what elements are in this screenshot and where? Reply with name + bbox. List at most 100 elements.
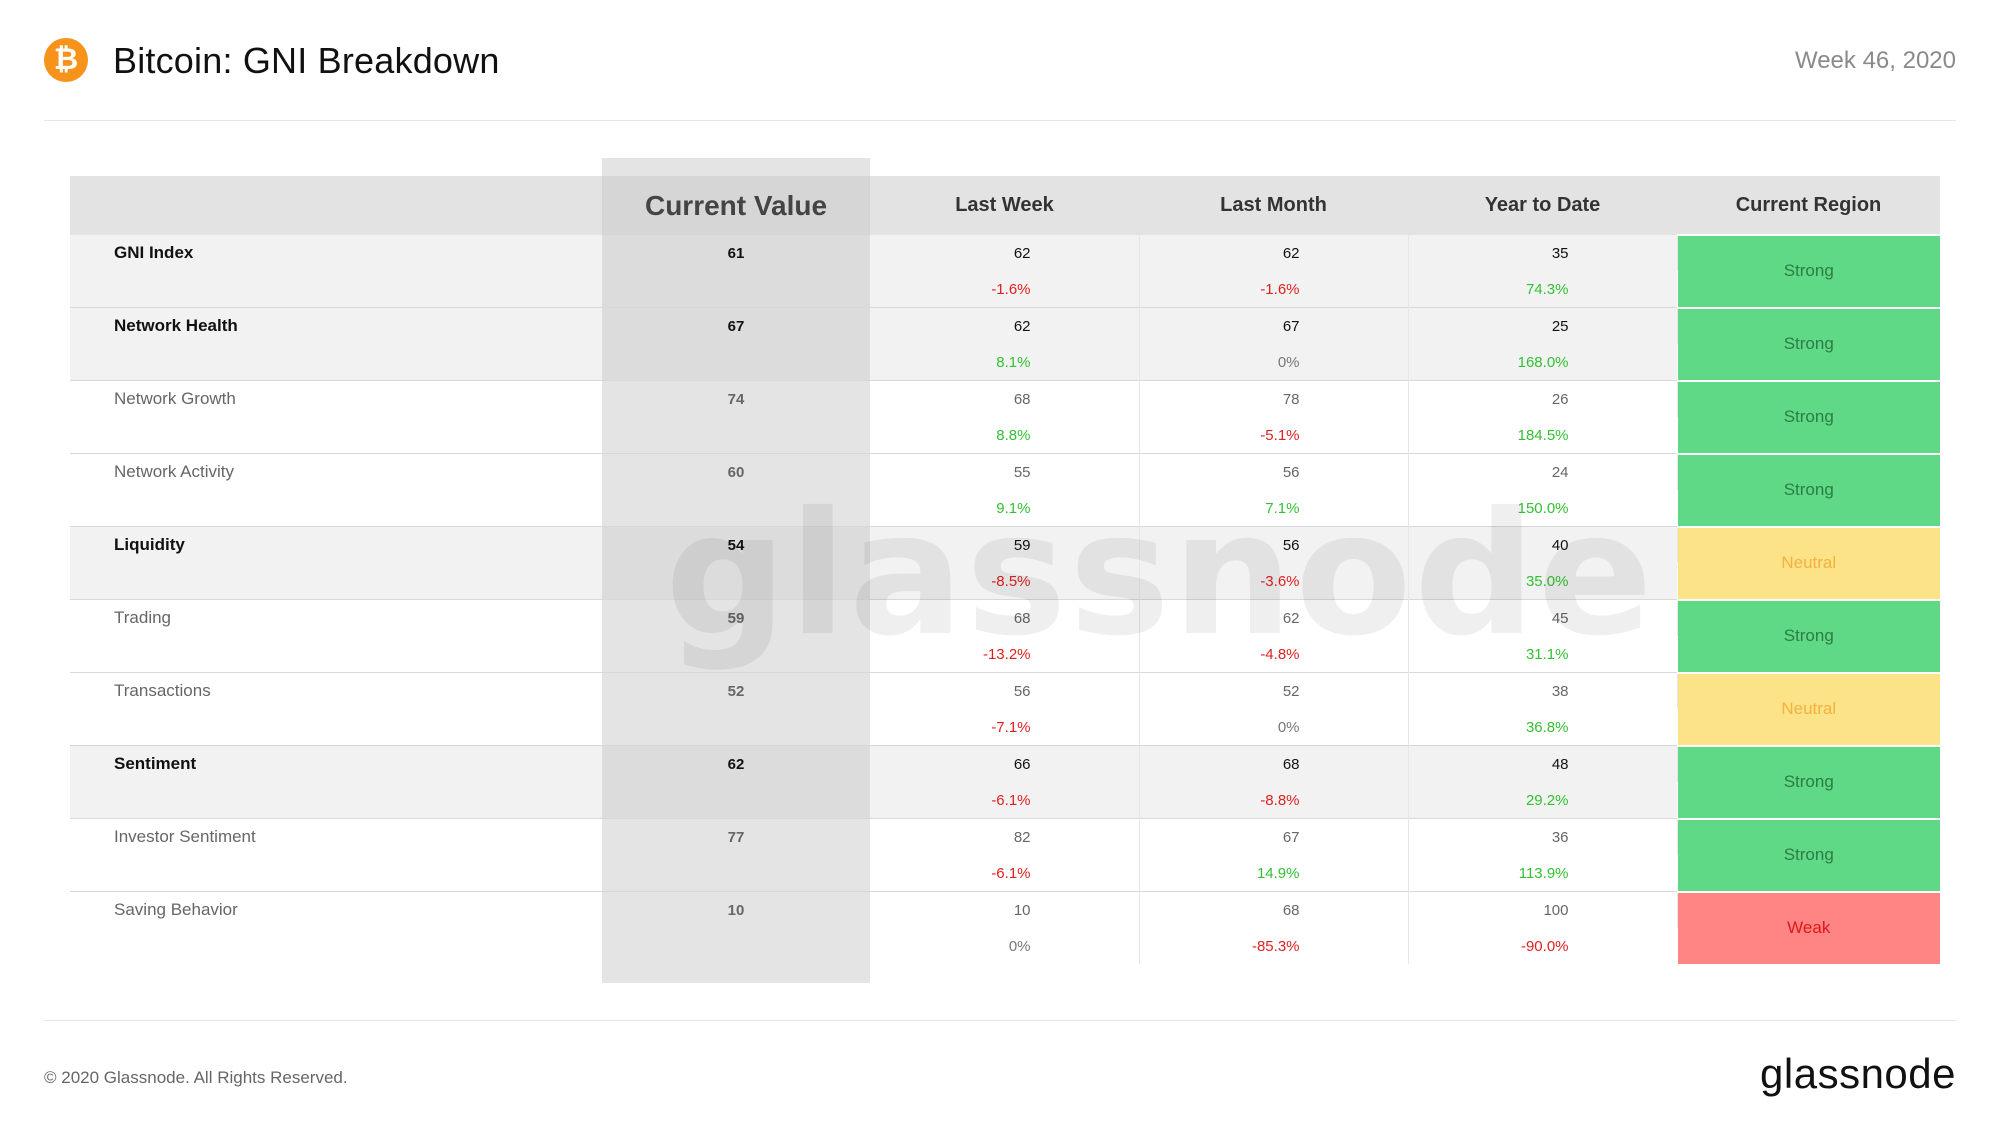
ytd-value-liquidity: 40 (1408, 526, 1678, 563)
last-month-change-network-health: 0% (1139, 344, 1409, 381)
column-header-metric (70, 176, 602, 235)
ytd-change-investor-sentiment: 113.9% (1408, 855, 1678, 892)
last-week-value-saving-behavior: 10 (870, 891, 1140, 928)
last-week-change-sentiment: -6.1% (870, 782, 1140, 819)
current-value-saving-behavior: 10 (602, 891, 870, 928)
last-week-value-sentiment: 66 (870, 745, 1140, 782)
region-badge-network-activity: Strong (1676, 452, 1940, 527)
last-month-value-trading: 62 (1139, 599, 1409, 636)
table-row-investor-sentiment: Investor Sentiment 77 82 67 36 Strong (70, 817, 1940, 892)
current-value-transactions: 52 (602, 672, 870, 709)
last-week-change-trading: -13.2% (870, 636, 1140, 673)
table-row-change-saving-behavior: 0% -85.3% -90.0% (70, 928, 1940, 964)
region-badge-trading: Strong (1676, 598, 1940, 673)
table-row-trading: Trading 59 68 62 45 Strong (70, 598, 1940, 673)
ytd-change-sentiment: 29.2% (1408, 782, 1678, 819)
last-week-value-investor-sentiment: 82 (870, 818, 1140, 855)
current-value-blank-gni-index (602, 271, 870, 308)
last-month-value-saving-behavior: 68 (1139, 891, 1409, 928)
row-label-network-activity: Network Activity (70, 453, 602, 527)
column-header-last-month: Last Month (1139, 176, 1408, 235)
last-week-value-trading: 68 (870, 599, 1140, 636)
row-label-trading: Trading (70, 599, 602, 673)
row-label-transactions: Transactions (70, 672, 602, 746)
current-value-blank-network-growth (602, 417, 870, 454)
last-month-change-sentiment: -8.8% (1139, 782, 1409, 819)
column-header-current-region: Current Region (1677, 176, 1940, 235)
last-month-value-network-activity: 56 (1139, 453, 1409, 490)
current-value-blank-investor-sentiment (602, 855, 870, 892)
current-value-blank-saving-behavior (602, 928, 870, 964)
region-badge-sentiment: Strong (1676, 744, 1940, 819)
current-value-blank-sentiment (602, 782, 870, 819)
region-badge-network-growth: Strong (1676, 379, 1940, 454)
last-month-value-network-health: 67 (1139, 307, 1409, 344)
table-row-sentiment: Sentiment 62 66 68 48 Strong (70, 744, 1940, 819)
last-month-value-network-growth: 78 (1139, 380, 1409, 417)
ytd-change-gni-index: 74.3% (1408, 271, 1678, 308)
ytd-value-network-activity: 24 (1408, 453, 1678, 490)
region-badge-saving-behavior: Weak (1676, 890, 1940, 964)
row-label-liquidity: Liquidity (70, 526, 602, 600)
table-row-change-network-activity: 9.1% 7.1% 150.0% (70, 490, 1940, 527)
last-month-change-trading: -4.8% (1139, 636, 1409, 673)
row-label-gni-index: GNI Index (70, 235, 602, 308)
last-month-change-liquidity: -3.6% (1139, 563, 1409, 600)
current-value-gni-index: 61 (602, 235, 870, 271)
table-row-change-gni-index: -1.6% -1.6% 74.3% (70, 271, 1940, 308)
table-row-liquidity: Liquidity 54 59 56 40 Neutral (70, 525, 1940, 600)
last-month-change-transactions: 0% (1139, 709, 1409, 746)
last-month-change-gni-index: -1.6% (1139, 271, 1409, 308)
ytd-change-saving-behavior: -90.0% (1408, 928, 1678, 964)
ytd-change-network-growth: 184.5% (1408, 417, 1678, 454)
last-week-value-network-activity: 55 (870, 453, 1140, 490)
last-week-change-transactions: -7.1% (870, 709, 1140, 746)
table-row-gni-index: GNI Index 61 62 62 35 Strong (70, 234, 1940, 308)
table-row-change-investor-sentiment: -6.1% 14.9% 113.9% (70, 855, 1940, 892)
table-row-transactions: Transactions 52 56 52 38 Neutral (70, 671, 1940, 746)
region-badge-transactions: Neutral (1676, 671, 1940, 746)
ytd-value-network-health: 25 (1408, 307, 1678, 344)
current-value-blank-trading (602, 636, 870, 673)
footer-divider (44, 1020, 1956, 1021)
ytd-value-sentiment: 48 (1408, 745, 1678, 782)
table-row-change-transactions: -7.1% 0% 36.8% (70, 709, 1940, 746)
region-badge-investor-sentiment: Strong (1676, 817, 1940, 892)
ytd-change-network-activity: 150.0% (1408, 490, 1678, 527)
last-month-value-transactions: 52 (1139, 672, 1409, 709)
column-header-last-week: Last Week (870, 176, 1139, 235)
last-week-value-transactions: 56 (870, 672, 1140, 709)
row-label-network-health: Network Health (70, 307, 602, 381)
last-week-value-network-health: 62 (870, 307, 1140, 344)
gni-table-container: Current Value Last Week Last Month Year … (70, 158, 1940, 983)
current-value-sentiment: 62 (602, 745, 870, 782)
ytd-value-network-growth: 26 (1408, 380, 1678, 417)
week-label: Week 46, 2020 (1794, 47, 1956, 74)
current-value-blank-network-health (602, 344, 870, 381)
last-week-value-network-growth: 68 (870, 380, 1140, 417)
ytd-value-gni-index: 35 (1408, 235, 1678, 271)
current-value-liquidity: 54 (602, 526, 870, 563)
last-month-value-investor-sentiment: 67 (1139, 818, 1409, 855)
table-row-network-activity: Network Activity 60 55 56 24 Strong (70, 452, 1940, 527)
page-title: Bitcoin: GNI Breakdown (113, 40, 500, 81)
ytd-value-saving-behavior: 100 (1408, 891, 1678, 928)
header-divider (44, 120, 1956, 121)
last-week-change-network-health: 8.1% (870, 344, 1140, 381)
last-month-change-network-growth: -5.1% (1139, 417, 1409, 454)
current-value-blank-liquidity (602, 563, 870, 600)
table-body: GNI Index 61 62 62 35 Strong -1.6% -1.6% 74.3% Ne… (70, 234, 1940, 964)
last-week-value-gni-index: 62 (870, 235, 1140, 271)
current-value-trading: 59 (602, 599, 870, 636)
current-value-network-activity: 60 (602, 453, 870, 490)
ytd-change-network-health: 168.0% (1408, 344, 1678, 381)
last-week-change-network-growth: 8.8% (870, 417, 1140, 454)
row-label-saving-behavior: Saving Behavior (70, 891, 602, 964)
last-week-change-liquidity: -8.5% (870, 563, 1140, 600)
current-value-network-health: 67 (602, 307, 870, 344)
table-header-row: Current Value Last Week Last Month Year … (70, 176, 1940, 235)
row-label-investor-sentiment: Investor Sentiment (70, 818, 602, 892)
ytd-value-trading: 45 (1408, 599, 1678, 636)
copyright-text: © 2020 Glassnode. All Rights Reserved. (44, 1068, 348, 1087)
last-month-change-saving-behavior: -85.3% (1139, 928, 1409, 964)
